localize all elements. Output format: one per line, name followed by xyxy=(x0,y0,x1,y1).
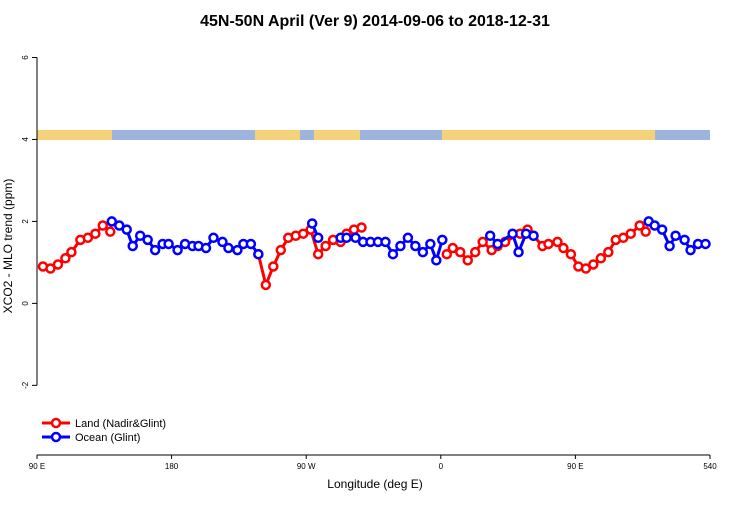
data-point xyxy=(142,234,153,246)
legend-label: Ocean (Glint) xyxy=(75,432,140,444)
data-point xyxy=(528,230,539,242)
data-point xyxy=(634,220,645,231)
data-point xyxy=(172,244,183,256)
surface-strip xyxy=(37,130,710,140)
data-point xyxy=(60,253,71,264)
x-axis-label: Longitude (deg E) xyxy=(327,477,422,491)
data-point xyxy=(268,261,279,272)
data-point xyxy=(90,228,101,239)
data-point xyxy=(402,232,414,244)
data-point xyxy=(149,244,161,256)
legend-label: Land (Nadir&Glint) xyxy=(75,418,166,430)
chart-title: 45N-50N April (Ver 9) 2014-09-06 to 2018… xyxy=(200,13,550,30)
data-point xyxy=(312,248,324,260)
data-point xyxy=(425,238,436,250)
data-point xyxy=(127,240,138,252)
data-point xyxy=(320,240,331,252)
x-tick-label: 180 xyxy=(165,462,179,471)
data-point xyxy=(66,246,77,258)
data-point xyxy=(106,216,118,227)
x-tick-label: 90 E xyxy=(29,462,45,471)
data-point xyxy=(454,246,466,258)
data-point xyxy=(447,242,459,254)
data-point xyxy=(484,230,496,242)
data-point xyxy=(513,246,524,258)
data-point xyxy=(208,232,219,244)
data-point xyxy=(437,234,448,246)
data-point xyxy=(469,246,481,258)
data-point xyxy=(134,230,146,242)
data-point xyxy=(45,263,56,274)
data-point xyxy=(312,232,324,244)
y-tick-label: 0 xyxy=(21,301,30,306)
data-point xyxy=(595,253,607,264)
legend-marker xyxy=(50,417,62,429)
data-point xyxy=(565,248,577,260)
data-point xyxy=(275,244,287,256)
data-point xyxy=(217,236,228,248)
data-point xyxy=(410,240,421,252)
data-point xyxy=(306,218,318,229)
y-tick-label: -2 xyxy=(21,381,30,389)
y-tick-label: 6 xyxy=(21,55,30,60)
data-point xyxy=(558,242,569,254)
data-point xyxy=(200,242,212,254)
y-tick-label: 4 xyxy=(21,137,30,142)
data-point xyxy=(700,238,711,250)
x-tick-label: 90 W xyxy=(297,462,316,471)
data-point xyxy=(395,240,406,252)
data-point xyxy=(679,234,690,246)
data-point xyxy=(121,224,132,235)
data-point xyxy=(543,238,554,250)
data-point xyxy=(387,248,399,260)
data-point xyxy=(52,259,64,270)
y-tick-label: 2 xyxy=(21,219,30,224)
data-point xyxy=(492,238,503,250)
data-point xyxy=(350,232,361,244)
data-point xyxy=(245,238,257,250)
data-point xyxy=(477,236,488,248)
data-point xyxy=(580,263,592,274)
data-point xyxy=(507,228,518,239)
data-point xyxy=(341,232,352,244)
data-point xyxy=(640,226,651,237)
data-point xyxy=(462,255,473,266)
x-tick-label: 0 xyxy=(439,462,444,471)
data-point xyxy=(232,244,243,256)
data-point xyxy=(431,255,442,266)
data-point xyxy=(670,230,681,242)
data-point xyxy=(260,279,272,291)
data-point xyxy=(656,224,668,235)
data-point xyxy=(552,236,563,248)
data-point xyxy=(114,220,125,231)
data-point xyxy=(417,246,429,258)
data-point xyxy=(441,248,453,260)
data-point xyxy=(588,259,599,270)
x-tick-label: 90 E xyxy=(567,462,583,471)
data-point xyxy=(253,248,264,260)
x-tick-label: 540 xyxy=(703,462,717,471)
data-point xyxy=(618,232,629,244)
data-point xyxy=(105,226,116,237)
data-point xyxy=(356,222,367,233)
data-point xyxy=(97,220,109,231)
legend: Land (Nadir&Glint) Ocean (Glint) xyxy=(42,417,166,444)
data-point xyxy=(649,220,660,231)
data-point xyxy=(163,238,174,250)
data-point xyxy=(380,236,391,248)
data-point xyxy=(82,232,94,244)
data-point xyxy=(297,228,309,239)
data-point xyxy=(625,228,636,239)
legend-marker xyxy=(50,431,62,443)
data-point xyxy=(664,240,675,252)
y-axis-label: XCO2 - MLO trend (ppm) xyxy=(1,179,15,314)
data-point xyxy=(603,246,614,258)
data-point xyxy=(685,244,696,256)
data-point xyxy=(223,242,234,254)
